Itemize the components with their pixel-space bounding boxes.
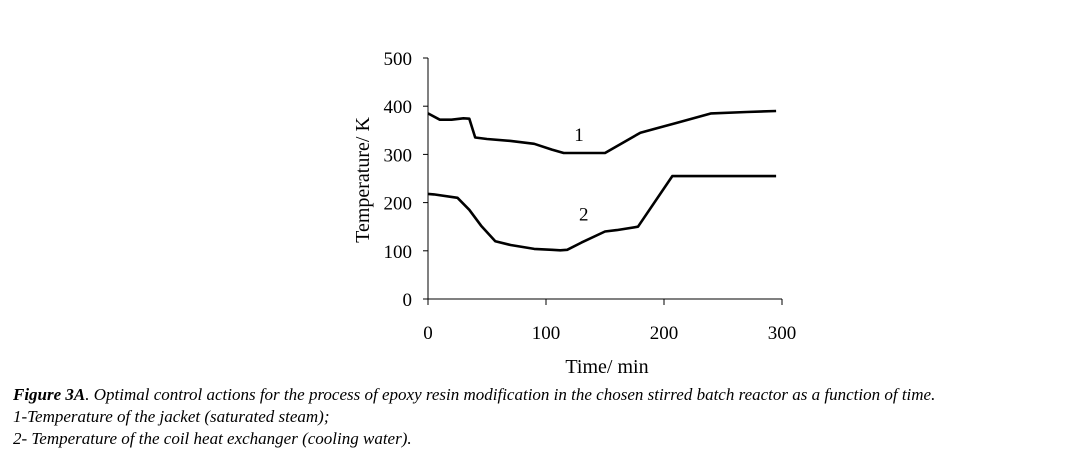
- y-tick-label: 400: [384, 97, 413, 118]
- x-axis: 0 100 200 300: [423, 298, 797, 344]
- y-tick-label: 300: [384, 145, 413, 166]
- x-tick-label: 300: [768, 323, 797, 344]
- y-tick-label: 100: [384, 242, 413, 263]
- y-tick-label: 500: [384, 49, 413, 70]
- caption-title-line: Figure 3A. Optimal control actions for t…: [13, 384, 1071, 406]
- x-tick-label: 100: [532, 323, 561, 344]
- series-label-1: 1: [574, 125, 584, 146]
- y-axis-title: Temperature/ K: [352, 117, 374, 243]
- figure-caption: Figure 3A. Optimal control actions for t…: [13, 384, 1071, 450]
- y-tick-label: 0: [403, 290, 413, 311]
- caption-title-text: . Optimal control actions for the proces…: [85, 385, 936, 404]
- series-lines: 12: [427, 109, 777, 252]
- series-line-2: [427, 174, 777, 252]
- caption-line-2: 2- Temperature of the coil heat exchange…: [13, 429, 412, 448]
- y-tick-label: 200: [384, 194, 413, 215]
- series-label-2: 2: [579, 204, 589, 225]
- y-axis: 0 100 200 300 400 500: [384, 49, 429, 311]
- x-tick-label: 200: [650, 323, 679, 344]
- series-line-1: [427, 109, 777, 155]
- caption-line-1: 1-Temperature of the jacket (saturated s…: [13, 407, 330, 426]
- figure-label: Figure 3A: [13, 385, 86, 404]
- x-axis-title: Time/ min: [565, 356, 648, 378]
- x-tick-label: 0: [423, 323, 433, 344]
